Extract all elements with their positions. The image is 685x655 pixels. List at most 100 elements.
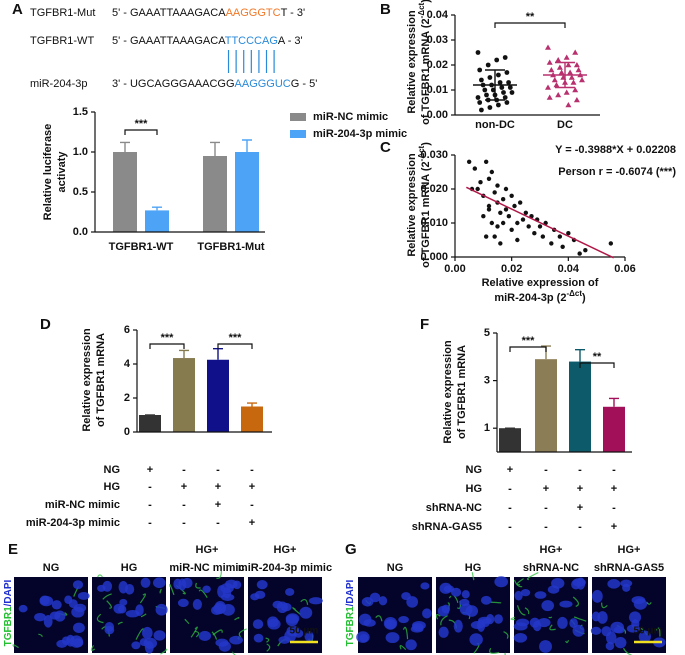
y-tick-label: 6 [124,324,130,336]
nucleus [513,632,528,643]
nucleus [286,625,300,637]
image-label: HG+ [540,544,563,556]
x-tick-label: TGFBR1-Mut [197,241,265,253]
condition-sign: - [508,483,512,495]
panel-letter: G [345,541,357,558]
bar [113,152,137,232]
point [506,214,512,219]
micrograph [90,574,168,655]
label-part: -Δct [417,2,426,18]
point [495,224,500,229]
point [503,186,509,192]
membrane [231,651,236,655]
stain-part: /DAPI [345,579,356,606]
point [489,220,495,226]
membrane [471,572,475,581]
point [500,220,506,226]
y-tick-label: 1.0 [73,146,88,158]
membrane [238,628,247,638]
membrane [516,605,526,616]
nucleus [438,626,449,638]
condition-sign: - [148,517,152,529]
panel-letter: C [380,139,391,156]
membrane [399,644,407,650]
point [501,90,506,95]
point [509,90,515,95]
condition-sign: - [578,464,582,476]
nucleus [131,641,141,650]
point [504,70,510,75]
point [496,102,501,108]
micrograph [435,572,510,655]
membrane [435,613,441,620]
x-tick-label: 0.00 [444,263,465,275]
error-bar [152,206,162,211]
nucleus [633,598,648,610]
nucleus [520,589,531,597]
membrane [195,582,201,589]
x-axis-label: miR-204-3p (2-Δct) [494,289,586,304]
error-bar [210,141,220,156]
y-tick-label: 0.010 [420,217,448,229]
membrane [503,631,509,639]
point [475,186,480,192]
condition-sign: + [577,502,583,514]
significance-bracket [124,129,158,135]
condition-sign: + [543,483,549,495]
point [560,244,565,249]
nucleus [211,605,223,615]
significance-label: *** [522,335,536,347]
significance-label: *** [135,118,149,130]
membrane [216,570,222,580]
point [487,105,493,110]
nucleus [202,585,211,594]
point [557,234,563,239]
significance-label: *** [161,332,175,344]
point [532,231,537,236]
significance-bracket [579,362,615,368]
nucleus [597,611,608,624]
sequence-part: G - 5' [291,78,318,90]
y-tick-label: 0.02 [427,59,448,71]
condition-sign: + [249,481,255,493]
nucleus [515,618,530,627]
membrane [549,624,556,631]
condition-label: NG [104,464,121,476]
sequence-name: TGFBR1-Mut [30,7,95,19]
point [553,82,560,88]
nucleus [569,618,578,629]
stain-part: TGFBR1 [3,606,14,646]
sequence-name: TGFBR1-WT [30,35,94,47]
label-part: miR-204-3p (2 [494,292,566,304]
y-axis-label: of TGFBR1 mRNA (2-Δct) [417,142,432,268]
membrane [572,596,580,607]
point [555,57,562,63]
sequence: 5' - GAAATTAAAGACATTCCCAGA - 3' [112,35,303,47]
panel-letter: A [12,1,23,18]
point [523,210,529,215]
nucleus [451,587,462,597]
point [549,241,554,246]
scale-bar-label: 50 μm [290,626,319,637]
point [509,193,514,198]
nucleus [252,619,264,629]
point [466,159,472,164]
condition-label: miR-NC mimic [45,499,120,511]
membrane [140,613,147,618]
image-label: HG [465,562,482,574]
condition-sign: + [507,464,513,476]
membrane [194,630,200,638]
point [481,214,486,219]
x-tick-label: 0.02 [501,263,522,275]
point [475,50,481,55]
membrane [96,613,104,624]
membrane [448,595,452,599]
point [477,100,483,105]
bar [499,428,521,452]
point [512,203,517,209]
condition-sign: + [147,464,153,476]
nucleus [253,633,264,643]
nucleus [142,626,153,640]
point [526,224,531,229]
membrane [102,593,112,600]
